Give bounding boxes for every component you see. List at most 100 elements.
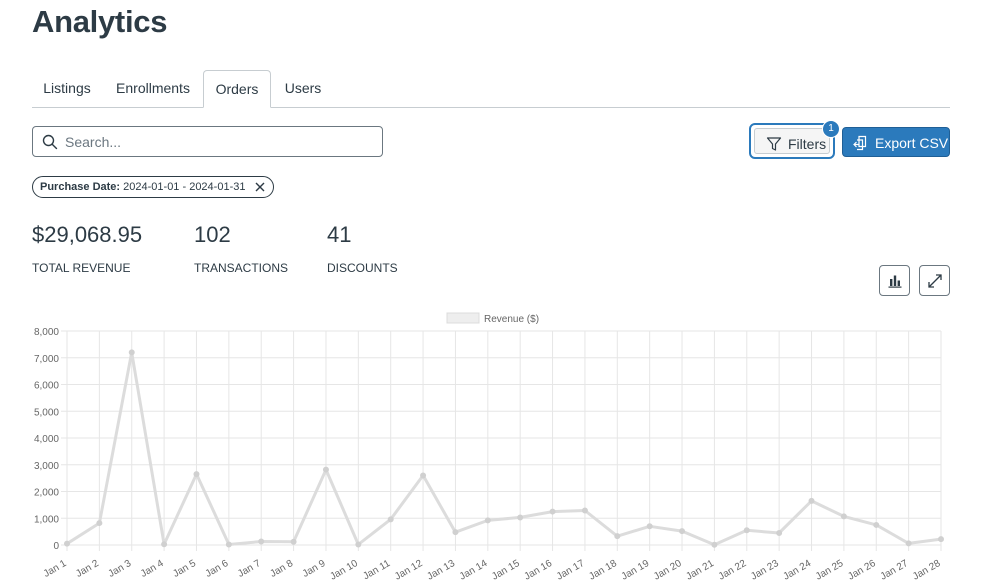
data-point (776, 529, 783, 536)
x-tick-label: Jan 21 (684, 558, 716, 583)
data-point (420, 472, 427, 479)
filters-button[interactable]: Filters (749, 123, 835, 159)
y-tick-label: 1,000 (34, 514, 59, 525)
close-icon[interactable] (255, 182, 265, 192)
data-point (355, 541, 362, 548)
filters-button-face: Filters (754, 128, 830, 154)
tab-users[interactable]: Users (284, 80, 322, 96)
x-tick-label: Jan 22 (717, 558, 749, 583)
tab-enrollments[interactable]: Enrollments (116, 80, 190, 96)
data-point (840, 513, 847, 520)
chart-type-button[interactable] (879, 265, 910, 296)
page-title: Analytics (32, 4, 168, 39)
x-tick-label: Jan 9 (301, 558, 328, 580)
data-point (387, 516, 394, 523)
tab-bar: Listings Enrollments Orders Users (32, 70, 950, 108)
x-tick-label: Jan 18 (587, 558, 619, 583)
y-tick-label: 2,000 (34, 488, 59, 499)
series-line-revenue (66, 350, 942, 547)
legend-swatch (446, 312, 480, 324)
x-tick-label: Jan 1 (42, 558, 69, 580)
data-point (873, 521, 880, 528)
data-point (193, 471, 200, 478)
data-point (679, 528, 686, 535)
x-tick-label: Jan 5 (171, 558, 198, 580)
x-tick-label: Jan 6 (204, 558, 231, 580)
data-point (64, 540, 70, 547)
active-filter-pill: Purchase Date: 2024-01-01 - 2024-01-31 (32, 176, 275, 198)
tab-listings[interactable]: Listings (43, 80, 91, 96)
x-tick-label: Jan 28 (911, 558, 943, 583)
data-point (258, 538, 265, 545)
revenue-line-chart: 0 1,000 2,000 3,000 4,000 5,000 6,000 7,000 8,00… (34, 312, 944, 583)
data-point (614, 533, 621, 540)
data-point (484, 517, 491, 524)
transactions-value: 102 (194, 222, 231, 247)
x-tick-label: Jan 4 (139, 558, 166, 580)
filter-value: 2024-01-01 - 2024-01-31 (123, 181, 246, 193)
x-tick-label: Jan 24 (782, 558, 814, 583)
filters-label: Filters (788, 136, 827, 152)
x-tick-label: Jan 20 (652, 558, 684, 583)
x-tick-label: Jan 7 (236, 558, 263, 580)
filter-count-badge: 1 (822, 120, 840, 138)
x-tick-label: Jan 17 (555, 558, 587, 583)
export-csv-label: Export CSV (875, 135, 949, 151)
y-tick-label: 8,000 (34, 327, 59, 338)
total-revenue-label: TOTAL REVENUE (32, 261, 131, 275)
data-point (452, 529, 459, 536)
data-point (290, 538, 297, 545)
x-tick-label: Jan 8 (268, 558, 295, 580)
data-point (808, 497, 815, 504)
data-point (225, 541, 232, 548)
y-tick-label: 4,000 (34, 434, 59, 445)
data-point (905, 540, 912, 547)
data-point (96, 520, 103, 527)
x-tick-label: Jan 25 (814, 558, 846, 583)
x-tick-label: Jan 23 (749, 558, 781, 583)
search-input[interactable] (65, 127, 365, 156)
x-tick-label: Jan 11 (361, 558, 392, 582)
filter-icon (766, 137, 782, 151)
tab-orders[interactable]: Orders (203, 70, 271, 108)
data-point (128, 349, 135, 356)
y-tick-label: 3,000 (34, 461, 59, 472)
search-icon (42, 134, 58, 150)
x-tick-label: Jan 15 (490, 558, 522, 583)
bar-chart-icon (888, 275, 902, 288)
x-tick-label: Jan 2 (74, 558, 101, 580)
data-point (581, 507, 588, 514)
discounts-label: DISCOUNTS (327, 261, 398, 275)
data-point (743, 527, 750, 534)
data-point (517, 514, 524, 521)
data-point (161, 541, 168, 548)
y-tick-label: 7,000 (34, 354, 59, 365)
search-box (32, 126, 383, 157)
y-tick-label: 0 (53, 541, 59, 552)
data-point (711, 541, 718, 548)
expand-chart-button[interactable] (919, 265, 950, 296)
data-point (646, 523, 653, 530)
y-tick-label: 6,000 (34, 381, 59, 392)
x-tick-label: Jan 27 (879, 558, 911, 583)
x-tick-label: Jan 16 (523, 558, 555, 583)
x-tick-label: Jan 10 (328, 558, 360, 583)
data-point (549, 508, 556, 515)
data-point (938, 536, 944, 543)
discounts-value: 41 (327, 222, 352, 247)
transactions-label: TRANSACTIONS (194, 261, 289, 275)
export-icon (853, 135, 867, 151)
x-tick-label: Jan 12 (393, 558, 425, 583)
x-tick-label: Jan 26 (846, 558, 878, 583)
expand-icon (928, 274, 942, 288)
filter-name: Purchase Date: (40, 181, 121, 193)
x-tick-label: Jan 13 (425, 558, 457, 583)
data-point (322, 466, 329, 473)
y-tick-label: 5,000 (34, 407, 59, 418)
x-tick-label: Jan 3 (107, 558, 134, 580)
x-tick-label: Jan 19 (620, 558, 652, 583)
legend-label: Revenue ($) (484, 314, 539, 325)
x-tick-label: Jan 14 (458, 558, 490, 583)
export-csv-button[interactable]: Export CSV (842, 127, 950, 157)
total-revenue-value: $29,068.95 (32, 222, 143, 247)
